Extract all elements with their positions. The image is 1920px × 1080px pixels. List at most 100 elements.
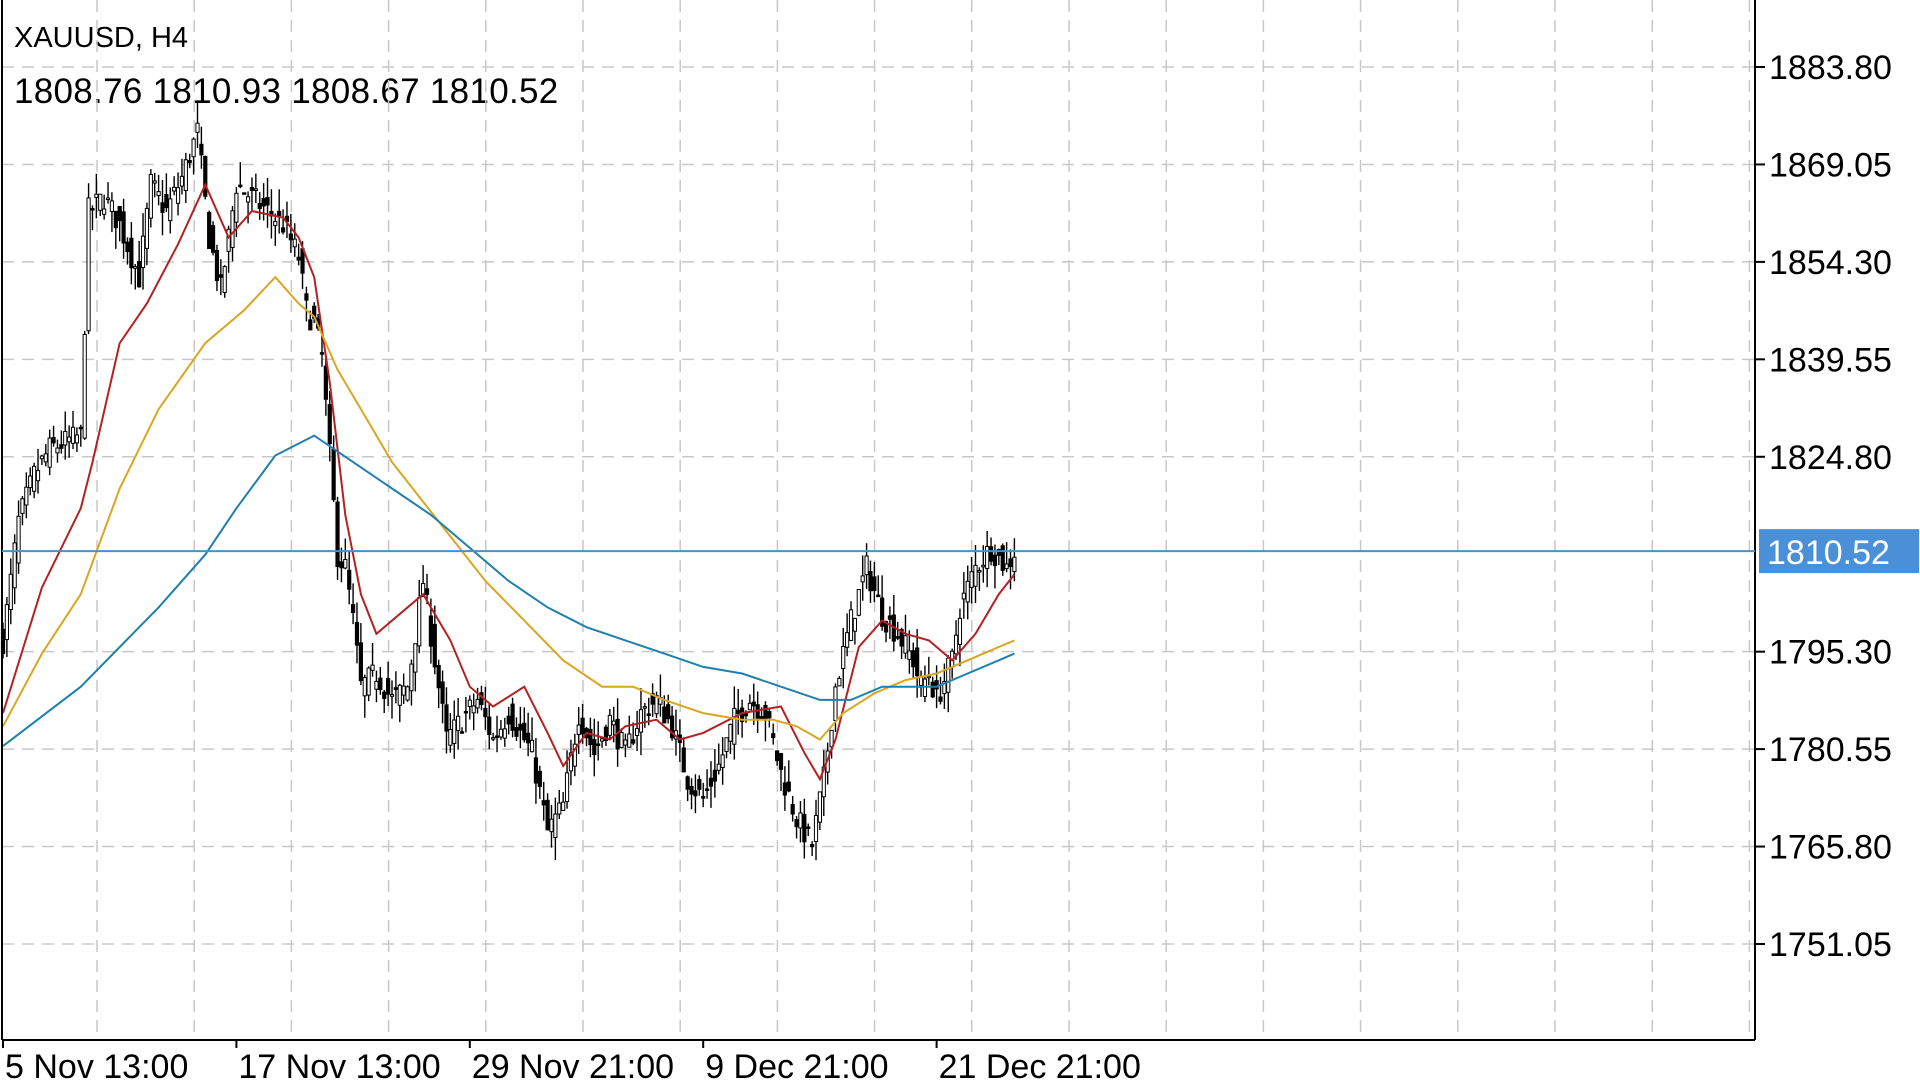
candle: [265, 178, 270, 228]
candle-body: [109, 200, 115, 212]
candle-body: [611, 720, 616, 726]
candle-body: [140, 235, 146, 269]
candle-body: [4, 604, 9, 641]
candle: [90, 205, 95, 231]
candle-body: [397, 684, 402, 706]
candle: [210, 221, 216, 256]
candle: [1004, 542, 1009, 573]
y-tick-label: 1883.80: [1769, 49, 1892, 87]
candle: [168, 187, 173, 234]
candle: [129, 222, 134, 285]
candle-body: [969, 571, 974, 588]
candle: [117, 205, 122, 242]
candle: [86, 183, 91, 335]
y-tick-label: 1765.80: [1769, 829, 1892, 867]
candle-body: [113, 210, 118, 229]
candle: [599, 737, 605, 748]
candle: [541, 781, 546, 821]
candle: [137, 240, 142, 288]
candle: [829, 729, 834, 759]
candle-body: [883, 621, 889, 633]
candle: [790, 796, 795, 822]
candle: [393, 671, 398, 704]
candle-body: [848, 609, 854, 641]
candle: [343, 538, 348, 570]
candle: [144, 202, 150, 266]
candle-body: [94, 193, 99, 198]
candle: [549, 805, 554, 848]
candle-body: [693, 790, 698, 797]
candle-body: [308, 319, 313, 331]
candle: [895, 621, 900, 641]
candle-body: [841, 646, 846, 670]
candle-body: [20, 498, 25, 514]
candle-body: [782, 782, 787, 796]
candle: [288, 213, 293, 253]
candle-body: [370, 664, 375, 671]
candle: [957, 608, 963, 667]
candle: [903, 614, 908, 659]
x-tick-label: 5 Nov 13:00: [5, 1048, 188, 1080]
candle: [810, 841, 815, 857]
candle: [459, 727, 465, 734]
candle: [432, 605, 437, 675]
candle: [421, 565, 426, 598]
candle: [277, 189, 282, 234]
candle-body: [607, 714, 612, 736]
candle-body: [440, 681, 445, 704]
candle: [78, 424, 83, 447]
candle-body: [102, 208, 107, 215]
candle: [704, 769, 710, 799]
candle: [428, 598, 433, 664]
candle: [222, 265, 227, 298]
candle-body: [856, 589, 861, 616]
candle-body: [304, 293, 309, 301]
moving-averages: [2, 182, 1016, 782]
candle: [82, 330, 87, 440]
candle-body: [716, 763, 721, 771]
candle: [607, 709, 612, 739]
candle: [362, 674, 367, 718]
candle: [864, 543, 869, 590]
candle-body: [522, 722, 527, 741]
candle-body: [331, 448, 336, 501]
candle: [47, 429, 52, 476]
candle-body: [389, 694, 395, 697]
candle-body: [327, 404, 332, 444]
candle-body: [218, 274, 223, 278]
candle: [526, 712, 531, 757]
candle: [627, 715, 632, 748]
candle: [491, 732, 496, 742]
candle: [63, 411, 68, 460]
candle-body: [463, 710, 469, 714]
x-tick-label: 17 Nov 13:00: [238, 1048, 440, 1080]
candle: [891, 594, 896, 652]
candle: [164, 173, 169, 213]
candle: [67, 425, 72, 458]
candle-body: [619, 731, 624, 749]
candle: [140, 213, 146, 290]
candle: [28, 467, 33, 496]
candle-body: [393, 687, 398, 690]
candle: [207, 210, 212, 250]
candle-body: [568, 752, 574, 772]
candle-body: [817, 791, 822, 823]
candle: [677, 719, 682, 762]
candle-body: [868, 571, 873, 592]
candle: [837, 676, 842, 687]
candle: [327, 391, 332, 462]
ma-fast-line: [2, 182, 1016, 782]
candle-body: [257, 203, 262, 209]
candle: [576, 707, 581, 754]
candle: [98, 193, 103, 217]
candle-body: [133, 266, 138, 269]
candle-body: [436, 665, 441, 689]
y-tick-label: 1795.30: [1769, 634, 1892, 672]
candle-body: [105, 197, 111, 201]
x-tick-label: 29 Nov 21:00: [472, 1048, 674, 1080]
candle-body: [942, 680, 947, 695]
candle: [292, 223, 297, 257]
candle-body: [860, 575, 865, 583]
